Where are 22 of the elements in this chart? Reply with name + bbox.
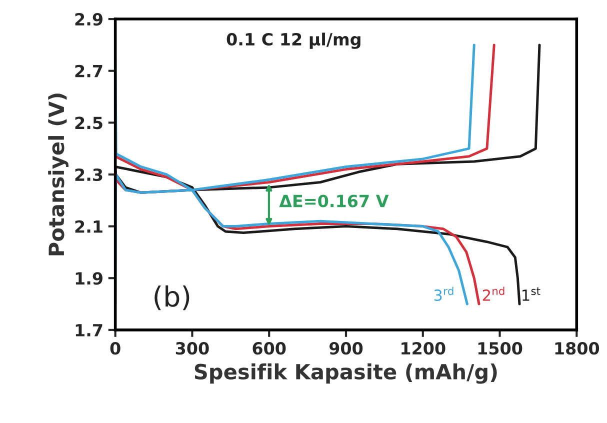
series-label: 1$^{st}$ (522, 287, 540, 301)
y-tick-label: 2.3 (75, 168, 102, 182)
x-axis-title: Spesifik Kapasite (mAh/g) (194, 363, 497, 384)
y-tick-label: 2.9 (75, 12, 102, 26)
x-tick-label: 1800 (555, 342, 600, 355)
annotation: (b) (154, 285, 190, 310)
x-tick-label: 600 (252, 342, 286, 355)
y-tick-label: 1.7 (76, 324, 102, 336)
y-tick-label: 2.7 (75, 64, 102, 78)
x-tick-label: 300 (176, 342, 209, 355)
x-tick-label: 1500 (478, 342, 522, 355)
annotation: ΔE=0.167 V (279, 194, 389, 208)
x-tick-label: 0 (110, 342, 120, 355)
y-tick-label: 2.5 (75, 116, 102, 130)
annotation: 0.1 C 12 µl/mg (226, 32, 360, 49)
series-label: 2$^{nd}$ (482, 286, 504, 301)
x-tick-label: 1200 (402, 342, 446, 355)
x-tick-label: 900 (329, 342, 363, 355)
y-tick-label: 1.9 (76, 272, 102, 285)
series-label: 3$^{rd}$ (434, 286, 454, 301)
y-tick-label: 2.1 (75, 220, 102, 233)
y-axis-title: Potansiyel (V) (48, 94, 68, 256)
